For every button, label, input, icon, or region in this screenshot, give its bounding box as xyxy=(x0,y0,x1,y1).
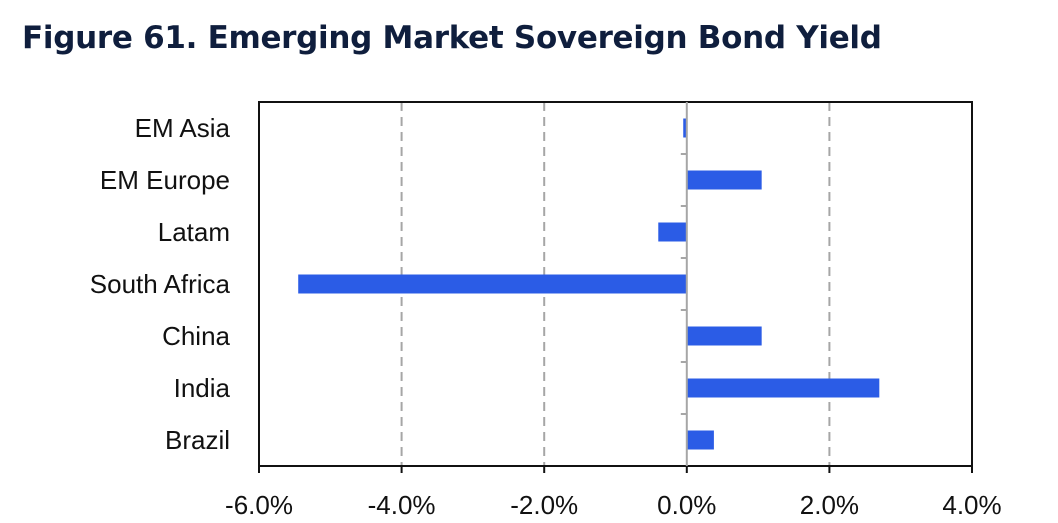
bar-latam xyxy=(658,222,687,242)
plot-border xyxy=(258,101,973,467)
bars xyxy=(298,118,880,450)
x-tick-label: 0.0% xyxy=(657,490,716,520)
bar-south-africa xyxy=(298,274,687,294)
chart-title: Figure 61. Emerging Market Sovereign Bon… xyxy=(22,20,882,56)
category-label: China xyxy=(162,321,230,351)
category-label: India xyxy=(174,373,231,403)
category-label: EM Europe xyxy=(100,165,230,195)
category-labels: EM Asia EM Europe Latam South Africa China In… xyxy=(90,113,231,455)
bar-china xyxy=(686,326,762,346)
bar-em-europe xyxy=(686,170,762,190)
x-tick-label: -6.0% xyxy=(225,490,293,520)
x-tick-label: -2.0% xyxy=(510,490,578,520)
category-label: Brazil xyxy=(165,425,230,455)
x-tick-label: -4.0% xyxy=(368,490,436,520)
x-tick-label: 2.0% xyxy=(800,490,859,520)
bar-em-asia xyxy=(683,118,687,138)
plot-frame xyxy=(258,101,973,473)
category-label: South Africa xyxy=(90,269,231,299)
x-tick-labels: -6.0% -4.0% -2.0% 0.0% 2.0% 4.0% xyxy=(225,490,1002,520)
bar-india xyxy=(686,378,880,398)
category-label: EM Asia xyxy=(135,113,231,143)
category-label: Latam xyxy=(158,217,230,247)
x-tick-label: 4.0% xyxy=(942,490,1001,520)
bar-brazil xyxy=(686,430,714,450)
